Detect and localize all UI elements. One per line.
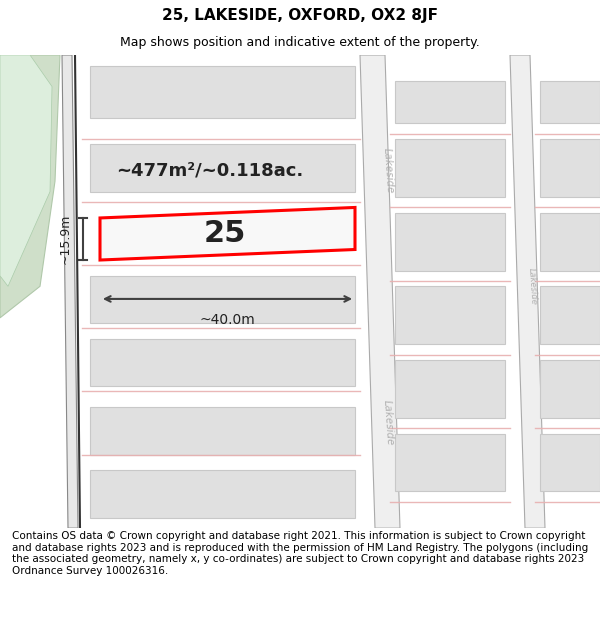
- Polygon shape: [510, 55, 545, 528]
- Text: ~40.0m: ~40.0m: [200, 313, 256, 327]
- Text: ~15.9m: ~15.9m: [59, 214, 71, 264]
- Polygon shape: [540, 360, 600, 418]
- Polygon shape: [0, 55, 52, 286]
- Polygon shape: [540, 434, 600, 491]
- Polygon shape: [395, 286, 505, 344]
- Polygon shape: [540, 213, 600, 271]
- Polygon shape: [540, 286, 600, 344]
- Polygon shape: [90, 408, 355, 454]
- Polygon shape: [90, 470, 355, 518]
- Polygon shape: [360, 55, 400, 528]
- Polygon shape: [395, 434, 505, 491]
- Polygon shape: [395, 213, 505, 271]
- Polygon shape: [395, 139, 505, 197]
- Text: 25: 25: [204, 219, 246, 248]
- Text: Map shows position and indicative extent of the property.: Map shows position and indicative extent…: [120, 36, 480, 49]
- Polygon shape: [395, 360, 505, 418]
- Text: Lakeside: Lakeside: [382, 148, 395, 194]
- Polygon shape: [0, 55, 60, 318]
- Polygon shape: [90, 276, 355, 323]
- Polygon shape: [90, 144, 355, 192]
- Polygon shape: [90, 66, 355, 118]
- Polygon shape: [62, 55, 78, 528]
- Text: Lakeside: Lakeside: [527, 268, 539, 305]
- Polygon shape: [540, 139, 600, 197]
- Text: Lakeside: Lakeside: [382, 400, 395, 446]
- Polygon shape: [90, 339, 355, 386]
- Polygon shape: [540, 81, 600, 123]
- Polygon shape: [100, 208, 355, 260]
- Text: Contains OS data © Crown copyright and database right 2021. This information is : Contains OS data © Crown copyright and d…: [12, 531, 588, 576]
- Polygon shape: [395, 81, 505, 123]
- Text: 25, LAKESIDE, OXFORD, OX2 8JF: 25, LAKESIDE, OXFORD, OX2 8JF: [162, 8, 438, 23]
- Text: ~477m²/~0.118ac.: ~477m²/~0.118ac.: [116, 162, 304, 179]
